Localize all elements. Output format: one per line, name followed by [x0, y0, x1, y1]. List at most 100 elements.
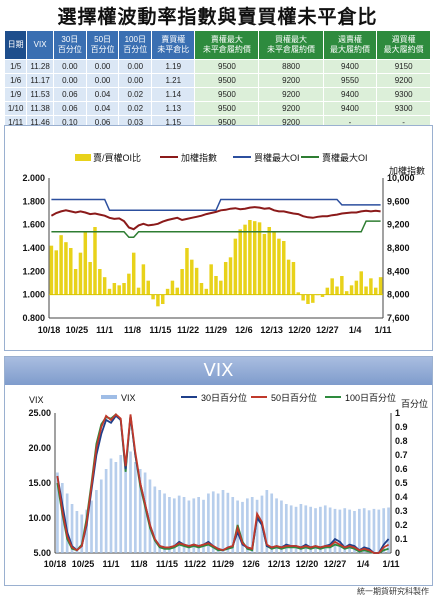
table-cell: 0.00 — [53, 73, 87, 88]
legend-label: 賣權最大OI — [322, 152, 368, 163]
legend-label: 賣/買權OI比 — [93, 152, 141, 163]
y-tick-right: 0.8 — [395, 436, 408, 446]
ratio-bar — [354, 280, 359, 295]
vix-bar — [124, 458, 127, 553]
vix-bar — [377, 509, 381, 553]
vix-chart-title: VIX — [203, 360, 234, 381]
y-tick-right: 7,600 — [387, 313, 410, 323]
ratio-bar — [344, 291, 349, 295]
ratio-bar — [112, 283, 117, 295]
table-cell: 11.17 — [26, 73, 54, 88]
table-cell: 9400 — [322, 59, 378, 74]
table-cell: 9550 — [322, 73, 378, 88]
x-tick: 10/25 — [66, 325, 89, 335]
header-weekly-call: 週買權 最大履約價 — [376, 30, 431, 60]
vix-bar — [104, 469, 108, 553]
vix-bar — [75, 511, 79, 553]
vix-bar — [221, 490, 225, 553]
ratio-bar — [194, 267, 199, 295]
ratio-bar — [136, 287, 141, 295]
x-tick: 11/1 — [102, 559, 119, 569]
vix-chart-panel: VIX VIX 30日百分位 50日百分位 100日百分位 VIX 百分位 25.00 20.… — [4, 356, 433, 586]
credit-text: 統一期貨研究科製作 — [357, 587, 429, 596]
table-cell: 0.06 — [53, 101, 87, 116]
x-tick: 1/4 — [349, 325, 362, 335]
vix-bar — [275, 498, 278, 553]
vix-bar — [333, 508, 337, 553]
header-weekly-put: 週賣權 最大履約價 — [322, 30, 378, 60]
y-tick-left: 5.00 — [33, 548, 51, 558]
ratio-bar — [209, 264, 213, 295]
table-cell: 9200 — [258, 73, 324, 88]
ratio-bar — [54, 250, 59, 295]
vix-bar — [231, 497, 235, 553]
vix-bar — [56, 472, 59, 553]
table-cell: 9200 — [376, 73, 431, 88]
y-tick-left: 1.200 — [22, 266, 45, 276]
ratio-bar — [359, 271, 363, 295]
y-tick-right: 9,200 — [387, 220, 410, 230]
table-cell: 1.21 — [151, 73, 196, 88]
x-tick: 12/6 — [242, 559, 260, 569]
ratio-bar — [364, 286, 368, 295]
ratio-bar — [156, 294, 160, 307]
x-tick: 10/25 — [72, 559, 95, 569]
y-tick-right: 9,600 — [387, 196, 410, 206]
ratio-bar — [64, 242, 68, 295]
y-tick-right: 0.7 — [395, 450, 408, 460]
ratio-bar — [277, 238, 281, 295]
vix-bar — [95, 490, 98, 553]
table-row: 1/6 11.17 0.00 0.00 0.00 1.21 9500 9200 9550 9200 — [3, 73, 431, 88]
vix-bar — [353, 511, 356, 553]
x-tick: 11/1 — [96, 325, 113, 335]
x-tick: 11/8 — [130, 559, 147, 569]
vix-bar — [90, 500, 93, 553]
legend-swatch — [75, 154, 91, 161]
ratio-bar — [102, 277, 107, 295]
table-cell: 9300 — [376, 101, 431, 116]
vix-bar — [70, 504, 74, 553]
vix-bar — [182, 497, 186, 553]
y-tick-left: 2.000 — [22, 173, 45, 183]
vix-bar — [168, 497, 171, 553]
header-call-max-oi: 買權最大 未平倉履約價 — [258, 30, 324, 60]
y-tick-left: 25.00 — [28, 408, 51, 418]
vix-chart-header — [5, 357, 432, 385]
vix-bar — [246, 498, 249, 553]
ratio-bar — [248, 220, 252, 295]
table-cell: 9200 — [258, 101, 324, 116]
vix-bar — [382, 508, 386, 553]
ratio-bar — [335, 286, 339, 295]
table-cell: 0.00 — [85, 59, 120, 74]
x-tick: 1/11 — [374, 325, 391, 335]
table-row: 1/10 11.38 0.06 0.04 0.02 1.13 9500 9200 9400 930… — [3, 101, 431, 116]
oi-ratio-chart: 賣/買權OI比 加權指數 買權最大OI 賣權最大OI加權指數2.0001.8001.6… — [22, 152, 425, 335]
vix-bar — [148, 479, 152, 553]
x-tick: 12/20 — [288, 325, 311, 335]
ratio-bar — [107, 288, 112, 295]
x-tick: 12/13 — [260, 325, 283, 335]
table-row: 1/5 11.28 0.00 0.00 0.00 1.19 9500 8800 9400 9150 — [3, 59, 431, 74]
ratio-bar — [78, 252, 83, 295]
ratio-bar — [59, 235, 63, 295]
header-p30: 30日 百分位 — [53, 30, 87, 60]
ratio-bar — [238, 229, 242, 295]
vix-bar — [328, 507, 332, 553]
table-cell: 0.00 — [118, 73, 153, 88]
call-max-oi-line — [51, 198, 381, 212]
vix-bar — [280, 500, 283, 553]
vix-bar — [343, 508, 347, 553]
ratio-bar — [311, 294, 315, 303]
legend-label: 50日百分位 — [271, 392, 317, 403]
ratio-bar — [262, 234, 267, 295]
table-cell: 9500 — [194, 87, 260, 102]
vix-bar — [138, 469, 142, 553]
y-tick-right: 8,000 — [387, 290, 410, 300]
header-date: 日期 — [3, 30, 28, 60]
ratio-bar — [69, 248, 73, 295]
ratio-bar — [165, 288, 170, 295]
vix-bar — [129, 451, 132, 553]
vix-bar — [211, 491, 215, 553]
table-cell: 9500 — [194, 59, 260, 74]
ratio-bar — [320, 294, 325, 297]
